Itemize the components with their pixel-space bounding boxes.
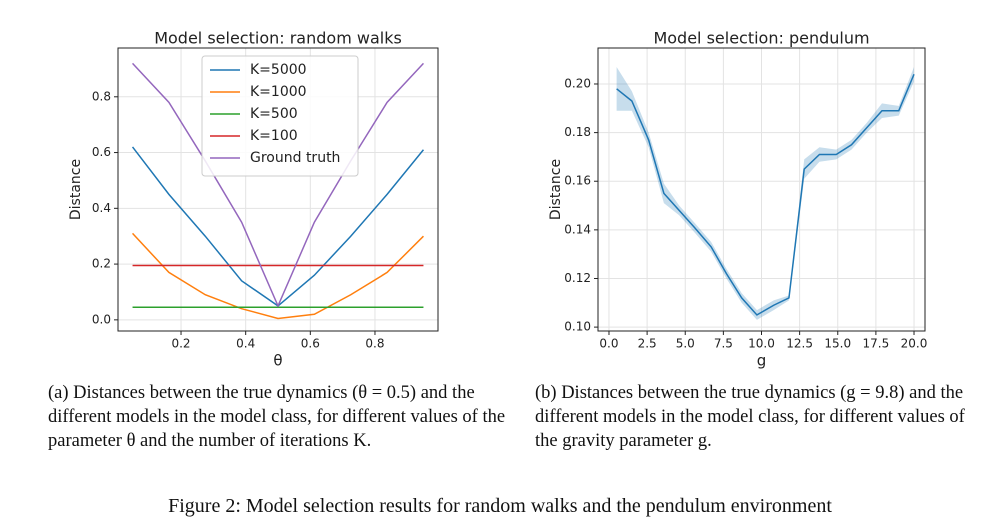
x-tick-label: 0.6 bbox=[301, 337, 320, 351]
x-tick-label: 0.8 bbox=[365, 337, 384, 351]
legend-label: K=5000 bbox=[250, 62, 307, 78]
plot-frame bbox=[117, 47, 439, 332]
x-tick-label: 0.4 bbox=[236, 337, 255, 351]
x-tick-label: 12.5 bbox=[786, 337, 813, 351]
caption-b: (b) Distances between the true dynamics … bbox=[535, 383, 965, 451]
legend-box bbox=[201, 55, 359, 177]
x-tick-label: 2.5 bbox=[638, 337, 657, 351]
legend-label: K=100 bbox=[250, 128, 298, 144]
caption-a: (a) Distances between the true dynamics … bbox=[48, 383, 506, 451]
figure-caption: Figure 2: Model selection results for ra… bbox=[168, 495, 832, 517]
x-tick-label: 15.0 bbox=[824, 337, 851, 351]
y-tick-label: 0.12 bbox=[564, 271, 591, 285]
x-tick-label: 7.5 bbox=[714, 337, 733, 351]
legend: K=5000 K=1000 K=500 K=100 Ground truth bbox=[201, 55, 359, 177]
line-series bbox=[131, 232, 424, 320]
x-axis-label: θ bbox=[273, 352, 282, 370]
chart-title: Model selection: random walks bbox=[154, 29, 402, 48]
chart-title: Model selection: pendulum bbox=[653, 29, 869, 48]
line-series bbox=[616, 73, 915, 316]
legend-label: K=1000 bbox=[250, 84, 307, 100]
charts: Model selection: random walks 0.2 0.4 0.6 0.… bbox=[68, 29, 928, 370]
y-axis-label: Distance bbox=[68, 159, 84, 220]
y-axis-label: Distance bbox=[548, 159, 564, 220]
y-tick-label: 0.2 bbox=[92, 257, 111, 271]
y-tick-label: 0.16 bbox=[564, 174, 591, 188]
y-tick-label: 0.20 bbox=[564, 76, 591, 90]
y-tick-label: 0.10 bbox=[564, 320, 591, 334]
x-tick-label: 5.0 bbox=[676, 337, 695, 351]
y-tick-label: 0.18 bbox=[564, 125, 591, 139]
x-tick-label: 17.5 bbox=[863, 337, 890, 351]
y-tick-label: 0.0 bbox=[92, 312, 111, 326]
x-tick-label: 10.0 bbox=[748, 337, 775, 351]
legend-label: K=500 bbox=[250, 106, 298, 122]
line-series bbox=[131, 62, 425, 308]
y-tick-label: 0.8 bbox=[92, 89, 111, 103]
legend-label: Ground truth bbox=[250, 150, 340, 166]
x-tick-label: 20.0 bbox=[901, 337, 928, 351]
error-band bbox=[616, 66, 915, 320]
plot-frame bbox=[597, 47, 926, 332]
y-tick-label: 0.6 bbox=[92, 145, 111, 159]
y-tick-label: 0.14 bbox=[564, 222, 591, 236]
x-axis-label: g bbox=[757, 352, 767, 370]
y-tick-label: 0.4 bbox=[92, 201, 111, 215]
x-tick-label: 0.2 bbox=[171, 337, 190, 351]
x-tick-label: 0.0 bbox=[599, 337, 618, 351]
